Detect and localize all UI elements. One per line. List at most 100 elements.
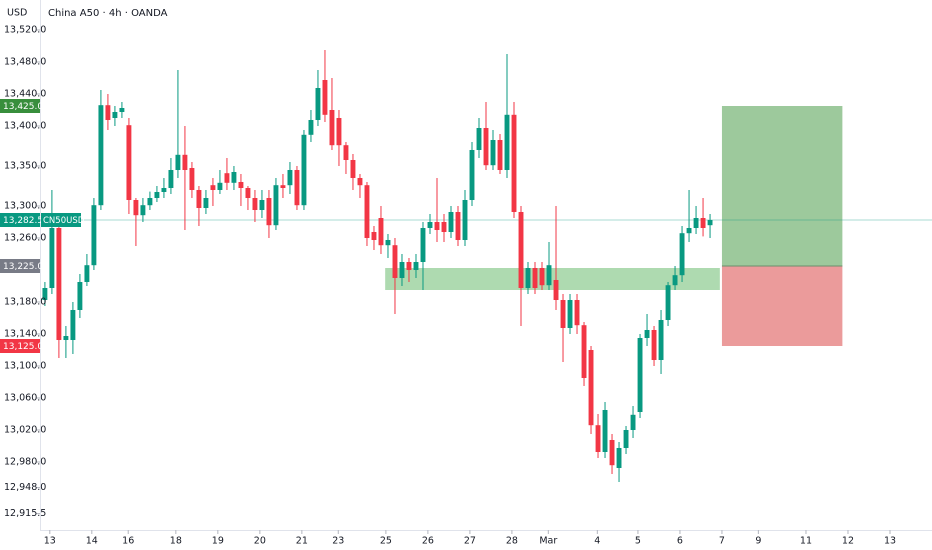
candle-body [154,192,160,198]
y-tick-label: 13,020.0 [4,425,46,436]
candle-body [168,170,174,188]
candle-body [175,154,181,170]
x-tick-label: 9 [755,536,761,547]
candle-body [623,430,629,448]
candle-body [224,173,230,183]
price-badge-label: 13,425.0 [3,102,43,112]
candle-body [112,112,118,118]
candle-body [105,105,111,120]
candle-body [294,170,300,206]
candle-body [56,228,62,340]
candle-body [371,232,377,240]
x-tick-label: 21 [296,536,308,547]
candle-body [91,205,97,266]
x-tick-label: 5 [635,536,641,547]
candle-body [637,338,643,412]
candle-body [343,145,349,160]
x-tick-label: 27 [464,536,476,547]
candle-body [532,268,538,288]
candle-body [182,154,188,170]
price-badge [0,339,40,353]
candle-body [119,108,125,112]
candle-body [238,182,244,188]
x-tick-label: 4 [594,536,600,547]
y-tick-label: 13,060.0 [4,393,46,404]
candle-body [616,448,622,468]
candle-body [63,336,69,340]
x-tick-label: 12 [842,536,854,547]
candle-body [707,220,713,226]
x-tick-label: 7 [719,536,725,547]
candle-body [672,275,678,286]
price-badge [0,213,40,227]
candle-body [49,228,55,288]
candle-body [476,128,482,150]
y-tick-label: 13,440.0 [4,89,46,100]
candle-body [700,218,706,228]
candle-body [588,350,594,426]
candle-body [427,222,433,228]
x-tick-label: 13 [884,536,896,547]
candle-body [231,172,237,183]
candle-body [504,114,510,170]
price-badge-label: 13,125.0 [3,342,43,352]
candle-body [196,190,202,208]
x-tick-label: 28 [506,536,518,547]
candle-body [133,200,139,216]
y-tick-label: 12,980.0 [4,457,46,468]
y-tick-label: 13,480.0 [4,57,46,68]
x-tick-label: 19 [212,536,224,547]
candle-body [378,218,384,246]
candle-body [686,228,692,234]
candle-body [574,300,580,326]
candle-body [665,285,671,320]
candle-body [385,240,391,246]
x-tick-label: 18 [170,536,182,547]
candle-body [203,198,209,208]
candle-body [42,288,48,300]
x-tick-label: 14 [86,536,98,547]
x-tick-label: 13 [44,536,56,547]
x-tick-label: 26 [422,536,434,547]
candle-body [392,245,398,278]
candle-body [679,233,685,276]
candle-body [693,218,699,228]
candle-body [553,280,559,300]
candle-body [455,212,461,240]
y-tick-label: 13,140.0 [4,329,46,340]
candle-body [539,268,545,286]
y-tick-label: 13,300.0 [4,201,46,212]
candle-body [273,185,279,226]
x-tick-label: 23 [332,536,344,547]
chart-title: China A50 · 4h · OANDA [48,8,168,19]
candle-body [469,150,475,200]
candle-body [651,330,657,360]
candle-body [595,425,601,452]
y-tick-label: 13,180.0 [4,297,46,308]
candle-body [483,128,489,166]
candle-body [434,222,440,230]
candle-body [266,198,272,226]
symbol-label: CN50USD [43,216,85,226]
y-tick-label: 12,948.0 [4,482,46,493]
price-badge-label: 13,282.5 [3,216,43,226]
candle-body [630,414,636,430]
candle-body [259,200,265,210]
candle-body [98,105,104,206]
candle-body [364,185,370,238]
symbol-badge [41,213,81,227]
candle-body [350,160,356,178]
x-tick-label: 6 [677,536,683,547]
price-badge [0,259,40,273]
candle-body [602,410,608,452]
candle-body [406,262,412,270]
candle-body [161,188,167,192]
candle-body [308,120,314,135]
candle-body [84,265,90,282]
candle-body [245,188,251,198]
candle-body [329,110,335,146]
candle-body [420,228,426,262]
candle-body [301,134,307,206]
y-tick-label: 13,350.0 [4,161,46,172]
